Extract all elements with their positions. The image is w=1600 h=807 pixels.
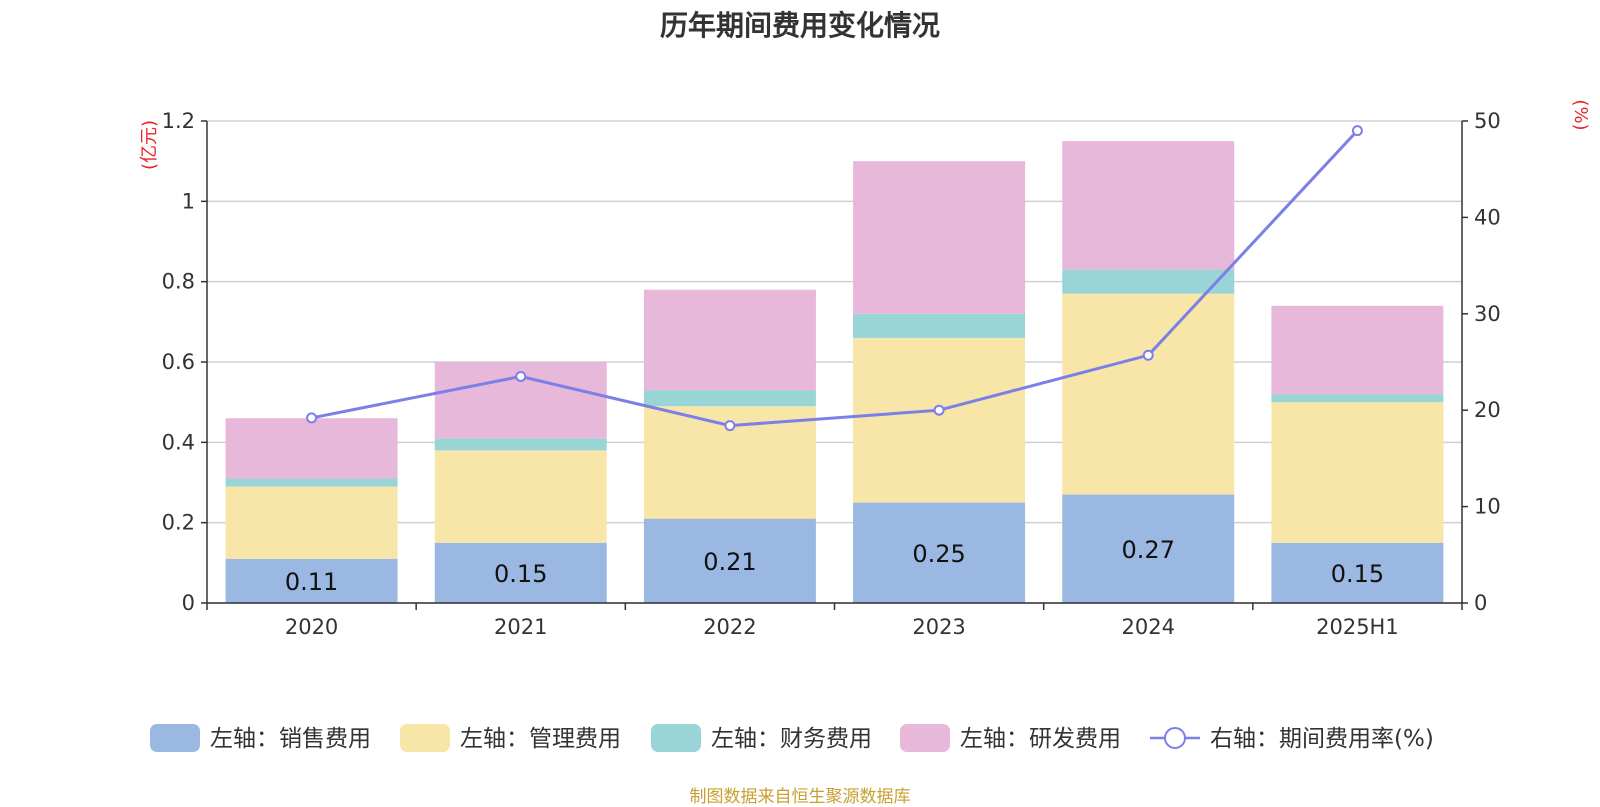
rate-point: [1351, 125, 1363, 137]
left-tick-label: 1.2: [162, 109, 195, 133]
line-layer: [306, 125, 1363, 432]
bar-layer: [225, 141, 1444, 603]
legend-label: 右轴：期间费用率(%): [1210, 726, 1434, 752]
bar-segment: [1271, 305, 1444, 395]
left-axis-unit: (亿元): [139, 120, 160, 170]
axes: 0 0.2 0.4 0.6 0.8 1 1.2 0 10 20 30 40 50 2020 2021 2022…: [139, 99, 1591, 639]
bar-segment: [643, 289, 816, 391]
bar-segment: [1271, 394, 1444, 403]
x-tick-label: 2022: [703, 615, 756, 639]
data-label-layer: 0.11 0.15 0.21 0.25 0.27 0.15: [285, 536, 1384, 596]
rate-point: [306, 412, 318, 424]
bar-segment: [1271, 402, 1444, 543]
bar-segment: [225, 478, 398, 487]
right-tick-label: 40: [1474, 205, 1501, 229]
left-tick-label: 0: [182, 591, 195, 615]
legend-swatch: [900, 724, 950, 752]
legend-swatch: [651, 724, 701, 752]
x-tick-label: 2023: [912, 615, 965, 639]
bar-segment: [1271, 542, 1444, 603]
bar-segment: [225, 558, 398, 603]
bar-segment: [853, 337, 1026, 503]
right-tick-label: 20: [1474, 398, 1501, 422]
bar-data-label: 0.21: [703, 548, 756, 576]
legend-swatch: [150, 724, 200, 752]
bar-segment: [1062, 141, 1235, 270]
right-tick-label: 30: [1474, 302, 1501, 326]
left-tick-label: 0.2: [162, 511, 195, 535]
right-axis-unit: (%): [1570, 99, 1591, 130]
chart-canvas: 0.11 0.15 0.21 0.25 0.27 0.15 0 0.2 0.4 0.6 0.8 1 1…: [139, 99, 1591, 752]
bar-segment: [853, 161, 1026, 314]
bar-data-label: 0.25: [912, 540, 965, 568]
x-tick-label: 2021: [494, 615, 547, 639]
rate-point: [724, 420, 736, 432]
source-note: 制图数据来自恒生聚源数据库: [689, 787, 911, 807]
legend-label: 左轴：财务费用: [711, 726, 872, 752]
legend-line-marker: [1164, 727, 1186, 749]
chart-title: 历年期间费用变化情况: [659, 9, 940, 42]
rate-point: [1142, 349, 1154, 361]
legend-swatch: [400, 724, 450, 752]
bar-segment: [1062, 269, 1235, 294]
right-tick-label: 10: [1474, 495, 1501, 519]
bar-data-label: 0.11: [285, 568, 338, 596]
legend-label: 左轴：管理费用: [460, 726, 621, 752]
legend-label: 左轴：研发费用: [960, 726, 1121, 752]
left-tick-label: 0.8: [162, 270, 195, 294]
bar-data-label: 0.27: [1122, 536, 1175, 564]
bar-segment: [853, 502, 1026, 603]
bar-data-label: 0.15: [1331, 560, 1384, 588]
bar-segment: [643, 390, 816, 407]
right-tick-label: 50: [1474, 109, 1501, 133]
right-tick-label: 0: [1474, 591, 1487, 615]
bar-segment: [853, 313, 1026, 338]
x-tick-label: 2025H1: [1316, 615, 1399, 639]
bar-segment: [1062, 293, 1235, 495]
rate-point: [933, 404, 945, 416]
bar-data-label: 0.15: [494, 560, 547, 588]
bar-segment: [225, 486, 398, 559]
left-tick-label: 0.4: [162, 430, 195, 454]
rate-line: [311, 129, 1359, 428]
bar-segment: [434, 450, 607, 543]
x-tick-label: 2024: [1122, 615, 1175, 639]
left-tick-label: 0.6: [162, 350, 195, 374]
legend: 左轴：销售费用 左轴：管理费用 左轴：财务费用 左轴：研发费用 右轴：期间费用率(%): [150, 724, 1434, 752]
bar-segment: [643, 518, 816, 603]
rate-point: [515, 370, 527, 382]
left-tick-label: 1: [182, 189, 195, 213]
x-tick-label: 2020: [285, 615, 338, 639]
bar-segment: [434, 542, 607, 603]
bar-segment: [1062, 494, 1235, 603]
legend-label: 左轴：销售费用: [210, 726, 371, 752]
bar-segment: [434, 438, 607, 451]
bar-segment: [225, 418, 398, 479]
